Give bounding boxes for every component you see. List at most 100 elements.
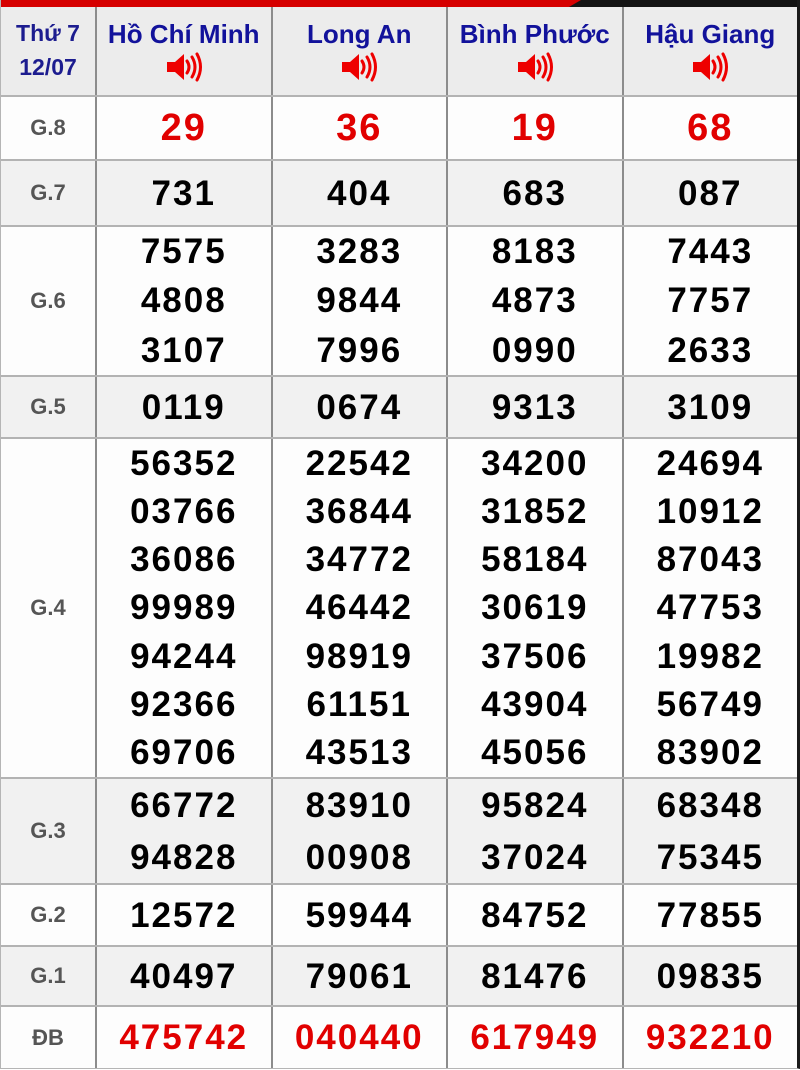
prize-number: 9844 xyxy=(316,281,403,321)
prize-number: 69706 xyxy=(130,733,238,773)
province-link[interactable]: Bình Phước xyxy=(459,18,610,49)
province-header-binh-phuoc: Bình Phước xyxy=(446,7,622,95)
speaker-icon[interactable] xyxy=(339,52,379,82)
prize-number: 40497 xyxy=(130,956,238,996)
prize-cell: 22542 36844 34772 46442 98919 61151 43513 xyxy=(270,439,447,777)
prize-cell: 83910 00908 xyxy=(270,779,447,883)
prize-cell: 34200 31852 58184 30619 37506 43904 45056 xyxy=(446,439,622,777)
prize-cell: 8183 4873 0990 xyxy=(446,227,622,375)
prize-number: 45056 xyxy=(481,733,589,773)
prize-cell: 7443 7757 2633 xyxy=(621,227,798,375)
prize-cell: 66772 94828 xyxy=(95,779,271,883)
speaker-icon[interactable] xyxy=(515,52,555,82)
province-header-hau-giang: Hậu Giang xyxy=(621,7,798,95)
prize-cell: 19 xyxy=(446,97,622,159)
prize-label: G.2 xyxy=(30,902,66,927)
prize-number: 98919 xyxy=(305,636,413,676)
prize-number: 83902 xyxy=(656,733,764,773)
prize-number: 404 xyxy=(327,173,392,213)
prize-number: 12572 xyxy=(130,895,238,935)
prize-cell: 79061 xyxy=(270,947,447,1005)
prize-number: 683 xyxy=(502,173,567,213)
prize-number: 43513 xyxy=(305,733,413,773)
prize-number: 8183 xyxy=(491,232,578,272)
prize-number: 66772 xyxy=(130,785,238,825)
prize-cell: 0119 xyxy=(95,377,271,437)
prize-number: 932210 xyxy=(645,1018,775,1057)
speaker-icon[interactable] xyxy=(164,52,204,82)
prize-number: 0674 xyxy=(316,387,403,427)
prize-number: 19 xyxy=(511,107,558,149)
prize-cell: 731 xyxy=(95,161,271,225)
prize-cell: 56352 03766 36086 99989 94244 92366 69706 xyxy=(95,439,271,777)
prize-cell: 24694 10912 87043 47753 19982 56749 83902 xyxy=(621,439,798,777)
draw-date: 12/07 xyxy=(19,54,77,80)
draw-day: Thứ 7 xyxy=(16,20,80,47)
prize-number: 37024 xyxy=(481,837,589,877)
prize-number: 61151 xyxy=(306,685,412,725)
prize-number: 7575 xyxy=(140,232,227,272)
prize-label: ĐB xyxy=(32,1024,64,1050)
speaker-icon-glyph xyxy=(166,52,202,82)
prize-cell: 040440 xyxy=(270,1007,447,1068)
prize-row-db: ĐB 475742 040440 617949 932210 xyxy=(1,1005,797,1068)
province-link[interactable]: Hậu Giang xyxy=(645,18,776,49)
prize-cell: 617949 xyxy=(446,1007,622,1068)
province-link[interactable]: Hồ Chí Minh xyxy=(107,18,260,49)
prize-row-g4: G.4 56352 03766 36086 99989 94244 92366 69706 … xyxy=(1,437,797,777)
prize-number: 617949 xyxy=(470,1018,600,1057)
prize-number: 03766 xyxy=(130,491,238,531)
prize-number: 475742 xyxy=(119,1018,249,1057)
prize-number: 59944 xyxy=(305,895,413,935)
prize-number: 19982 xyxy=(656,636,764,676)
prize-number: 92366 xyxy=(130,685,238,725)
prize-number: 3283 xyxy=(316,232,403,272)
prize-cell: 9313 xyxy=(446,377,622,437)
speaker-icon-glyph xyxy=(517,52,553,82)
prize-cell: 475742 xyxy=(95,1007,271,1068)
province-link[interactable]: Long An xyxy=(307,18,412,49)
speaker-icon[interactable] xyxy=(690,52,730,82)
prize-number: 56749 xyxy=(656,685,764,725)
prize-number: 4873 xyxy=(491,281,578,321)
prize-cell: 29 xyxy=(95,97,271,159)
prize-label: G.7 xyxy=(30,180,66,205)
prize-row-g5: G.5 0119 0674 9313 3109 xyxy=(1,375,797,437)
prize-cell: 40497 xyxy=(95,947,271,1005)
prize-row-g8: G.8 29 36 19 68 xyxy=(1,95,797,159)
prize-number: 09835 xyxy=(656,956,764,996)
prize-number: 56352 xyxy=(130,443,238,483)
prize-label: G.6 xyxy=(30,288,66,313)
prize-number: 58184 xyxy=(481,540,589,580)
prize-number: 84752 xyxy=(481,895,589,935)
prize-number: 731 xyxy=(151,173,216,213)
prize-number: 2633 xyxy=(667,330,754,370)
prize-number: 79061 xyxy=(305,956,413,996)
prize-row-g7: G.7 731 404 683 087 xyxy=(1,159,797,225)
prize-number: 43904 xyxy=(481,685,589,725)
prize-cell: 77855 xyxy=(621,885,798,945)
prize-number: 30619 xyxy=(481,588,589,628)
prize-number: 34200 xyxy=(481,443,589,483)
prize-number: 9313 xyxy=(491,387,578,427)
prize-number: 77855 xyxy=(656,895,764,935)
prize-number: 040440 xyxy=(294,1018,424,1057)
prize-cell: 09835 xyxy=(621,947,798,1005)
table-header-row: Thứ 7 12/07 Hồ Chí Minh Long An xyxy=(1,7,797,95)
speaker-icon-glyph xyxy=(693,52,729,82)
prize-cell: 68 xyxy=(621,97,798,159)
prize-label: G.3 xyxy=(30,818,66,843)
prize-number: 99989 xyxy=(130,588,238,628)
prize-cell: 404 xyxy=(270,161,447,225)
prize-number: 68 xyxy=(687,107,734,149)
prize-number: 3109 xyxy=(667,387,754,427)
prize-number: 10912 xyxy=(656,491,764,531)
prize-cell: 3283 9844 7996 xyxy=(270,227,447,375)
prize-label: G.5 xyxy=(30,394,66,419)
prize-cell: 0674 xyxy=(270,377,447,437)
prize-row-g6: G.6 7575 4808 3107 3283 9844 7996 8183 4873 09… xyxy=(1,225,797,375)
prize-number: 83910 xyxy=(305,785,413,825)
prize-number: 00908 xyxy=(305,837,413,877)
speaker-icon-glyph xyxy=(342,52,378,82)
